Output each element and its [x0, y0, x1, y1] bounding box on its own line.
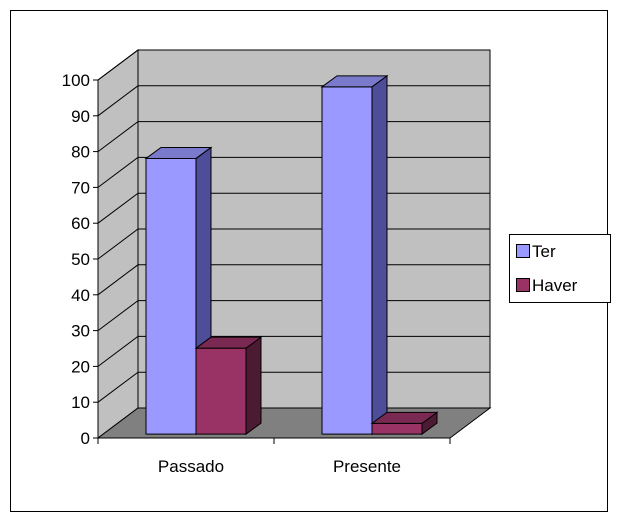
bar-haver-presente: [370, 411, 439, 436]
bar-ter-presente: [320, 74, 389, 436]
legend: Ter Haver: [509, 234, 611, 303]
y-tick-label: 100: [62, 71, 90, 90]
y-tick-label: 40: [71, 286, 90, 305]
y-tick-label: 80: [71, 143, 90, 162]
y-axis: 0 10 20 30 40 50 60 70 80 90 100: [62, 71, 451, 448]
y-tick-label: 30: [71, 322, 90, 341]
y-tick-label: 70: [71, 178, 90, 197]
x-category-label: Passado: [158, 457, 224, 476]
bar-haver-passado: [194, 336, 263, 436]
y-tick-label: 10: [71, 393, 90, 412]
legend-label-haver: Haver: [532, 276, 578, 295]
y-tick-label: 90: [71, 107, 90, 126]
legend-swatch-ter: [516, 244, 530, 258]
x-axis-categories: Passado Presente: [158, 457, 401, 476]
y-tick-label: 20: [71, 357, 90, 376]
y-tick-label: 50: [71, 250, 90, 269]
y-tick-label: 0: [81, 429, 90, 448]
gridline: [97, 49, 490, 81]
legend-swatch-haver: [516, 278, 530, 292]
legend-label-ter: Ter: [532, 242, 556, 261]
bars: [144, 74, 439, 436]
y-tick-label: 60: [71, 214, 90, 233]
x-category-label: Presente: [333, 457, 401, 476]
